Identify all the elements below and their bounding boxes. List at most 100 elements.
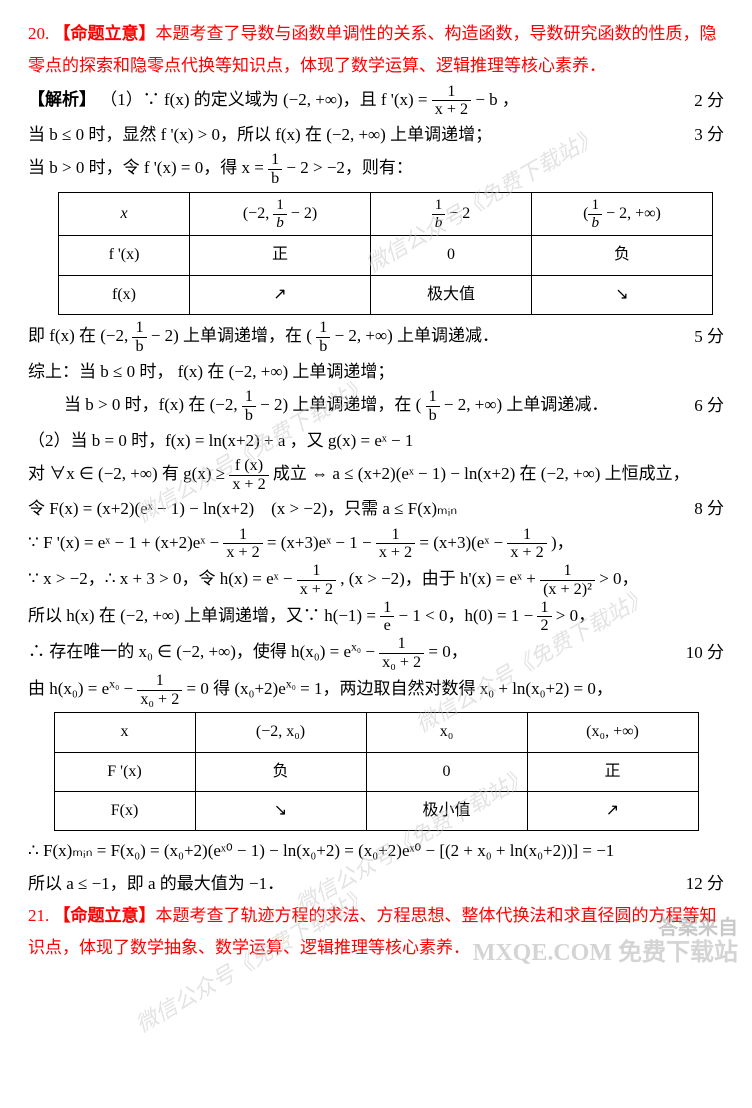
text: ∵ F '(x) = eˣ − 1 + (x+2)eˣ − <box>28 533 219 552</box>
fraction: 1x + 2 <box>223 526 262 563</box>
cell: 0 <box>371 236 532 275</box>
text: 所以 h(x) 在 (−2, +∞) 上单调递增，又∵ h(−1) = <box>28 606 376 625</box>
q20-intent: 20. 【命题立意】本题考查了导数与函数单调性的关系、构造函数，导数研究函数的性… <box>28 18 724 83</box>
text: = 0 得 (x₀+2)e <box>187 679 286 698</box>
cell: x₀ <box>366 713 527 752</box>
fraction: 1b <box>268 151 282 188</box>
q20-line11: ∵ x > −2，∴ x + 3 > 0，令 h(x) = eˣ − 1x + … <box>28 562 724 599</box>
fraction: 12 <box>537 599 551 636</box>
text: 令 F(x) = (x+2)(eˣ − 1) − ln(x+2) (x > −2… <box>28 493 682 525</box>
cell: 1b − 2 <box>371 192 532 235</box>
cell: F '(x) <box>54 752 195 791</box>
points: 12 分 <box>674 868 724 900</box>
cell: 正 <box>190 236 371 275</box>
cell: 负 <box>532 236 713 275</box>
fraction: 1b <box>316 319 330 356</box>
q20-number: 20. <box>28 24 49 43</box>
analysis-label: 【解析】 <box>28 90 96 109</box>
q20-line15: ∴ F(x)ₘᵢₙ = F(x₀) = (x₀+2)(eˣ⁰ − 1) − ln… <box>28 835 724 867</box>
cell: f '(x) <box>59 236 190 275</box>
q20-line9: 令 F(x) = (x+2)(eˣ − 1) − ln(x+2) (x > −2… <box>28 493 724 525</box>
text: ∴ 存在唯一的 x₀ ∈ (−2, +∞)，使得 h(x₀) = e <box>28 642 351 661</box>
fraction: f (x)x + 2 <box>229 457 268 494</box>
q20-intent-label: 【命题立意】 <box>54 24 156 43</box>
text: 当 b ≤ 0 时，显然 f '(x) > 0，所以 f(x) 在 (−2, +… <box>28 119 682 151</box>
text: − <box>123 679 133 698</box>
text: = (x+3)(eˣ − <box>419 533 503 552</box>
sign-table-2: x (−2, x₀) x₀ (x₀, +∞) F '(x) 负 0 正 F(x)… <box>54 712 699 831</box>
q20-line8: 对 ∀x ∈ (−2, +∞) 有 g(x) ≥ f (x)x + 2 成立 ⇔… <box>28 457 724 494</box>
q20-line3: 当 b > 0 时，令 f '(x) = 0，得 x = 1b − 2 > −2… <box>28 151 724 188</box>
cell: ↗ <box>190 275 371 314</box>
text: − b ， <box>475 90 519 109</box>
q20-line1: 【解析】 （1）∵ f(x) 的定义域为 (−2, +∞)，且 f '(x) =… <box>28 83 724 120</box>
cell: (−2, x₀) <box>195 713 366 752</box>
q21-intent-label: 【命题立意】 <box>54 906 156 925</box>
points: 2 分 <box>682 85 724 117</box>
points: 6 分 <box>682 390 724 422</box>
text: = 1，两边取自然对数得 x₀ + ln(x₀+2) = 0， <box>300 679 613 698</box>
text: 当 b > 0 时，令 f '(x) = 0，得 x = <box>28 159 264 178</box>
text: , (x > −2)，由于 h'(x) = eˣ + <box>340 569 536 588</box>
text: > 0， <box>599 569 638 588</box>
q20-line13: ∴ 存在唯一的 x₀ ∈ (−2, +∞)，使得 h(x₀) = ex₀ − 1… <box>28 635 724 672</box>
text: （1）∵ f(x) 的定义域为 (−2, +∞)，且 f '(x) = <box>100 90 427 109</box>
cell: 0 <box>366 752 527 791</box>
fraction: 1x + 2 <box>507 526 546 563</box>
text: )， <box>551 533 574 552</box>
q20-line4: 即 f(x) 在 (−2, 1b − 2) 上单调递增，在 ( 1b − 2, … <box>28 319 724 356</box>
q21-number: 21. <box>28 906 49 925</box>
q20-line10: ∵ F '(x) = eˣ − 1 + (x+2)eˣ − 1x + 2 = (… <box>28 526 724 563</box>
text: − 2) 上单调递增，在 ( <box>260 395 421 414</box>
fraction: 1x + 2 <box>432 83 471 120</box>
fraction: 1b <box>242 388 256 425</box>
fraction: 1b <box>132 319 146 356</box>
fraction: 1e <box>380 599 394 636</box>
text: > 0， <box>556 606 595 625</box>
text: − 2, +∞) 上单调递减． <box>444 395 608 414</box>
text: − 2) 上单调递增，在 ( <box>151 326 312 345</box>
text: − 1 < 0，h(0) = 1 − <box>399 606 534 625</box>
text: 由 h(x₀) = e <box>28 679 109 698</box>
q20-line7: （2）当 b = 0 时，f(x) = ln(x+2) + a ，又 g(x) … <box>28 425 724 457</box>
cell: (−2, 1b − 2) <box>190 192 371 235</box>
cell: F(x) <box>54 792 195 831</box>
cell: 极小值 <box>366 792 527 831</box>
q20-line2: 当 b ≤ 0 时，显然 f '(x) > 0，所以 f(x) 在 (−2, +… <box>28 119 724 151</box>
fraction: 1x + 2 <box>376 526 415 563</box>
text: − 2, +∞) 上单调递减． <box>335 326 499 345</box>
bottom-watermark-2: MXQE.COM 免费下载站 <box>473 931 738 977</box>
cell: (1b − 2, +∞) <box>532 192 713 235</box>
cell: x <box>54 713 195 752</box>
text: = 0， <box>428 642 467 661</box>
cell: ↘ <box>532 275 713 314</box>
points: 10 分 <box>674 637 724 669</box>
cell: 负 <box>195 752 366 791</box>
text: − <box>365 642 375 661</box>
text: 所以 a ≤ −1，即 a 的最大值为 −1． <box>28 868 674 900</box>
points: 5 分 <box>682 321 724 353</box>
text: = (x+3)eˣ − 1 − <box>267 533 372 552</box>
cell: 正 <box>527 752 698 791</box>
cell: ↗ <box>527 792 698 831</box>
cell: x <box>59 192 190 235</box>
text: ∵ x > −2，∴ x + 3 > 0，令 h(x) = eˣ − <box>28 569 292 588</box>
cell: (x₀, +∞) <box>527 713 698 752</box>
cell: f(x) <box>59 275 190 314</box>
text: 当 b > 0 时，f(x) 在 (−2, <box>64 395 238 414</box>
q20-line6: 当 b > 0 时，f(x) 在 (−2, 1b − 2) 上单调递增，在 ( … <box>28 388 724 425</box>
q20-line16: 所以 a ≤ −1，即 a 的最大值为 −1． 12 分 <box>28 868 724 900</box>
q20-line5: 综上：当 b ≤ 0 时， f(x) 在 (−2, +∞) 上单调递增； <box>28 356 724 388</box>
text: − 2 > −2，则有： <box>286 159 413 178</box>
q20-line12: 所以 h(x) 在 (−2, +∞) 上单调递增，又∵ h(−1) = 1e −… <box>28 599 724 636</box>
cell: ↘ <box>195 792 366 831</box>
fraction: 1x₀ + 2 <box>137 672 182 709</box>
q20-line14: 由 h(x₀) = ex₀ − 1x₀ + 2 = 0 得 (x₀+2)ex₀ … <box>28 672 724 709</box>
text: 对 ∀x ∈ (−2, +∞) 有 g(x) ≥ <box>28 464 225 483</box>
text: 成立 ⇔ a ≤ (x+2)(eˣ − 1) − ln(x+2) 在 (−2, … <box>273 464 690 483</box>
fraction: 1x + 2 <box>297 562 336 599</box>
fraction: 1(x + 2)² <box>540 562 595 599</box>
fraction: 1x₀ + 2 <box>379 635 424 672</box>
points: 3 分 <box>682 119 724 151</box>
text: 即 f(x) 在 (−2, <box>28 326 128 345</box>
